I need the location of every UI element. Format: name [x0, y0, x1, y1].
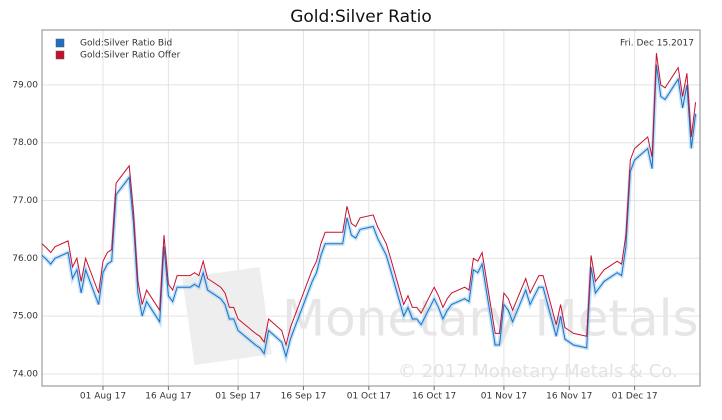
date-annotation: Fri. Dec 15.2017	[620, 39, 694, 49]
x-tick-label: 01 Nov 17	[481, 392, 527, 402]
x-tick-label: 16 Nov 17	[546, 392, 592, 402]
y-tick-label: 74.00	[12, 369, 38, 379]
x-tick-label: 16 Oct 17	[412, 392, 456, 402]
legend-swatch	[55, 50, 65, 60]
x-tick-label: 01 Sep 17	[215, 392, 261, 402]
y-tick-label: 78.00	[12, 138, 38, 148]
x-tick-label: 16 Aug 17	[145, 392, 191, 402]
x-tick-label: 01 Oct 17	[347, 392, 391, 402]
y-tick-label: 75.00	[12, 312, 38, 322]
legend-label: Gold:Silver Ratio Offer	[80, 51, 181, 61]
x-tick-label: 16 Sep 17	[281, 392, 327, 402]
series-line	[41, 53, 697, 347]
plot-frame	[41, 29, 701, 387]
y-tick-label: 77.00	[12, 196, 38, 206]
legend-label: Gold:Silver Ratio Bid	[80, 39, 172, 49]
chart-title: Gold:Silver Ratio	[290, 7, 432, 27]
x-tick-label: 01 Dec 17	[612, 392, 658, 402]
y-tick-label: 79.00	[12, 80, 38, 90]
legend-swatch	[55, 38, 65, 48]
copyright: © 2017 Monetary Metals & Co.	[398, 361, 678, 382]
y-tick-label: 76.00	[12, 254, 38, 264]
series-line	[41, 64, 697, 359]
x-tick-label: 01 Aug 17	[80, 392, 126, 402]
